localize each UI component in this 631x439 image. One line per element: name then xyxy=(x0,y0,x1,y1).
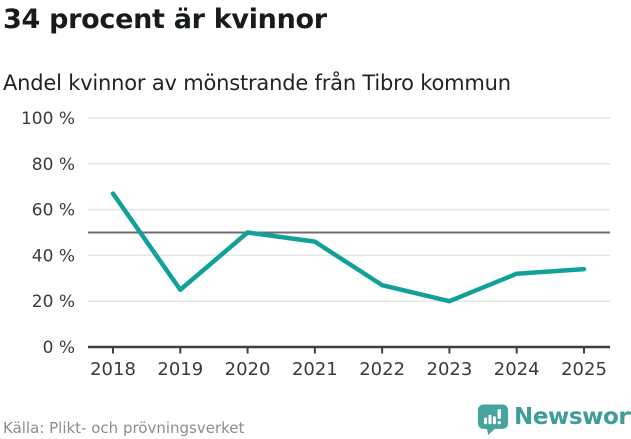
data-line xyxy=(110,191,587,304)
x-tick-label: 2021 xyxy=(292,359,338,380)
y-tick-label: 20 % xyxy=(32,292,75,312)
page-subtitle: Andel kvinnor av mönstrande från Tibro k… xyxy=(3,71,511,95)
y-tick-label: 40 % xyxy=(32,246,75,266)
chart-svg: 0 % 20 % 40 % 60 % 80 % 100 % 2018 2019 2020 2021… xyxy=(21,109,610,380)
x-tick-label: 2022 xyxy=(359,359,405,380)
x-tick-label: 2024 xyxy=(494,359,540,380)
x-tick-label: 2018 xyxy=(90,359,136,380)
y-tick-label: 80 % xyxy=(32,155,75,175)
newsworthy-bubble-chart-icon xyxy=(477,404,509,436)
line-chart: 0 % 20 % 40 % 60 % 80 % 100 % 2018 2019 2020 2021… xyxy=(0,100,631,392)
y-tick-label: 60 % xyxy=(32,201,75,221)
newsworthy-logo: Newsworthy xyxy=(477,402,631,438)
x-tick-label: 2025 xyxy=(561,359,607,380)
source-text: Källa: Plikt- och prövningsverket xyxy=(3,419,245,437)
y-tick-label: 100 % xyxy=(21,109,75,129)
page-title: 34 procent är kvinnor xyxy=(3,4,327,35)
x-tick-label: 2020 xyxy=(225,359,271,380)
newsworthy-wordmark: Newsworthy xyxy=(514,404,631,430)
x-tick-label: 2023 xyxy=(427,359,473,380)
x-tick-label: 2019 xyxy=(157,359,203,380)
y-tick-label: 0 % xyxy=(43,338,75,358)
